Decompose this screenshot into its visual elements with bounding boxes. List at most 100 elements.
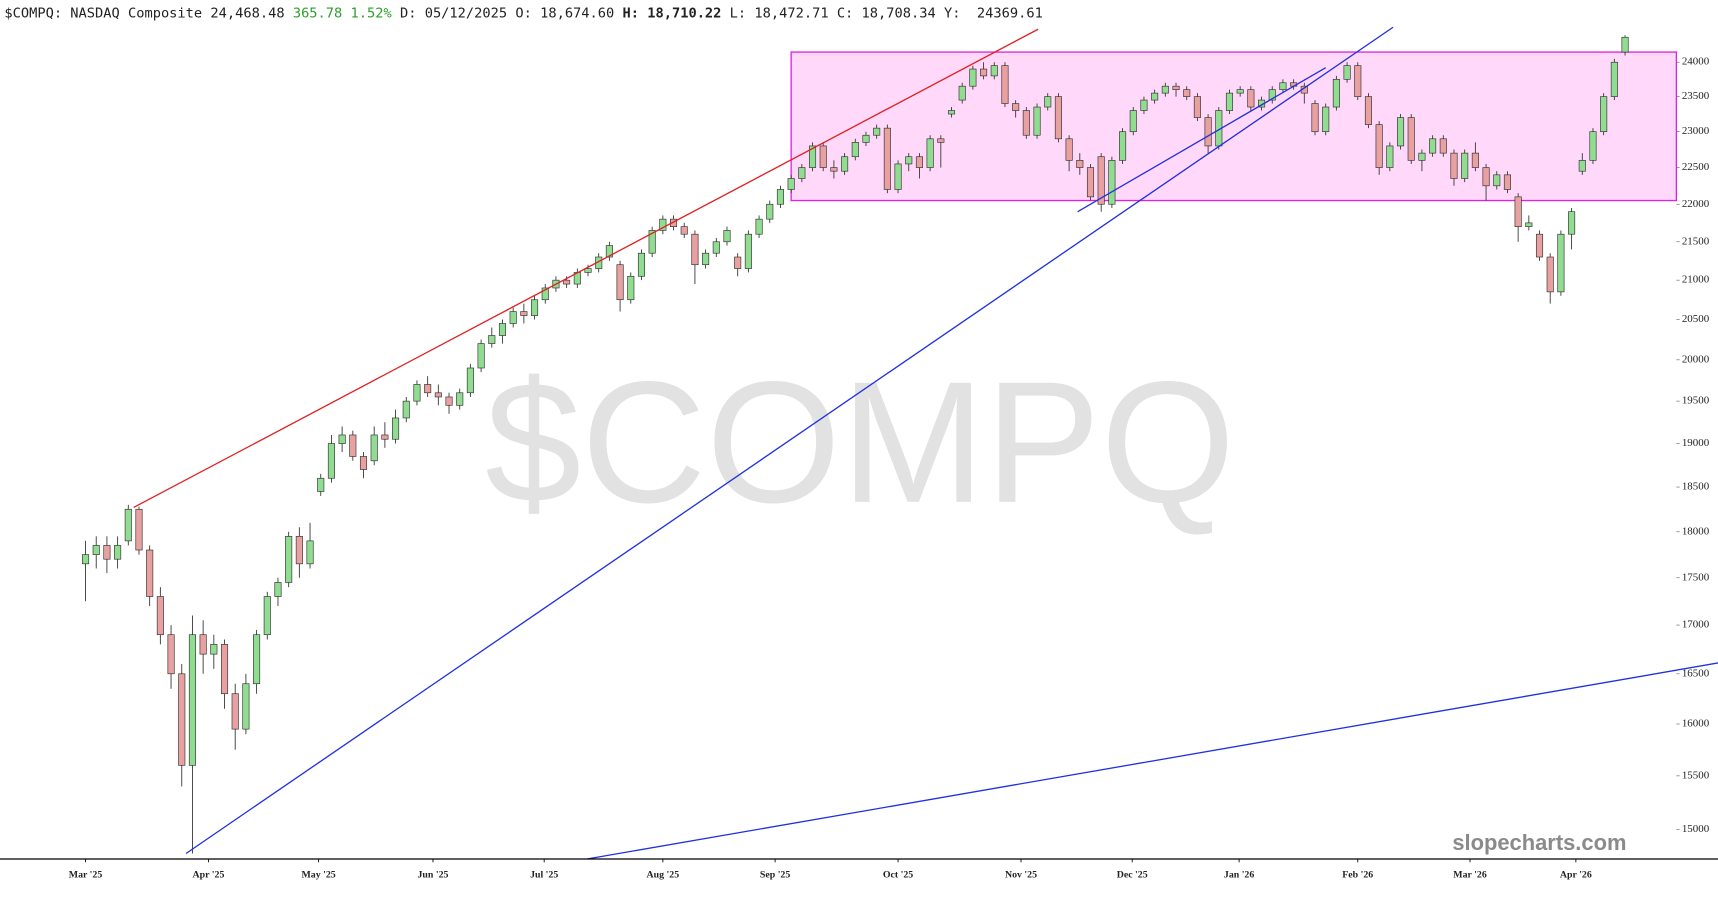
candle-body — [1461, 152, 1469, 179]
y-tick-label: 17500 — [1682, 571, 1710, 583]
last-price: 24,468.48 — [210, 6, 284, 22]
candle-body — [1600, 96, 1608, 133]
candle-body — [958, 85, 966, 101]
candle-body — [477, 343, 485, 369]
candle-body — [1044, 96, 1052, 108]
candle-body — [926, 138, 934, 168]
candle-body — [969, 68, 977, 87]
x-tick-label: Jan '26 — [1224, 870, 1254, 881]
x-tick-label: Apr '25 — [193, 870, 225, 881]
y-tick-label: 16500 — [1682, 667, 1710, 679]
candle-body — [712, 241, 720, 254]
candle-body — [637, 252, 646, 277]
candle-body — [274, 582, 282, 597]
watermark: $COMPQ — [485, 345, 1235, 539]
candle-body — [808, 145, 817, 168]
candle-body — [253, 634, 261, 685]
change: 365.78 — [293, 6, 342, 22]
x-tick-label: Jun '25 — [418, 870, 449, 881]
candle-body — [1076, 159, 1084, 168]
candle-body — [509, 311, 517, 324]
candle-body — [1471, 152, 1479, 168]
candle-body — [434, 392, 442, 398]
candle-body — [1119, 131, 1127, 161]
candle-body — [488, 335, 496, 344]
candle-body — [1161, 85, 1169, 94]
y-tick-label: 22000 — [1682, 198, 1710, 210]
x-tick-label: Feb '26 — [1342, 870, 1373, 881]
y-tick-label: 24000 — [1682, 56, 1710, 68]
candle-body — [349, 434, 357, 457]
candle-body — [980, 68, 988, 77]
candle-body — [563, 279, 571, 285]
candle-body — [787, 178, 795, 190]
y-tick-label: 15000 — [1682, 823, 1710, 835]
symbol: $COMPQ: NASDAQ Composite — [4, 6, 202, 22]
candle-body — [1482, 167, 1490, 187]
candle-body — [370, 434, 378, 462]
candle-body — [830, 167, 838, 172]
candle-body — [1343, 65, 1351, 80]
candle-body — [1204, 117, 1212, 147]
trendline — [133, 28, 1039, 509]
candle-body — [616, 264, 624, 301]
candle-body — [466, 367, 474, 394]
candle-body — [1375, 124, 1383, 168]
y-tick-label: 16000 — [1682, 718, 1710, 730]
candle-body — [1086, 167, 1095, 198]
candle-body — [1546, 256, 1554, 293]
candle-body — [1054, 96, 1062, 140]
candle-body — [402, 400, 410, 419]
x-tick-label: Jul '25 — [530, 870, 558, 881]
candle-body — [1108, 159, 1116, 205]
candle-body — [1568, 211, 1576, 235]
candle-body — [146, 549, 154, 597]
candle-body — [1525, 222, 1533, 227]
candle-body — [242, 683, 250, 730]
candle-body — [178, 673, 186, 766]
candle-body — [1396, 117, 1405, 147]
candle-body — [1332, 78, 1340, 108]
candle-body — [1268, 89, 1276, 101]
candle-body — [156, 596, 164, 636]
high: 18,710.22 — [647, 6, 721, 22]
x-tick-label: Sep '25 — [760, 870, 790, 881]
candle-body — [1311, 103, 1319, 133]
candle-body — [1097, 156, 1105, 205]
trendline — [586, 662, 1718, 860]
candle-body — [605, 245, 613, 258]
candle-body — [220, 644, 229, 695]
candle-body — [1503, 174, 1511, 190]
y-tick-label: 21500 — [1682, 235, 1710, 247]
candle-body — [338, 434, 346, 444]
marks-layer — [81, 26, 1718, 860]
y-tick-label: 19500 — [1682, 395, 1710, 407]
candle-body — [670, 218, 678, 227]
candle-body — [1578, 159, 1586, 172]
candle-body — [627, 275, 635, 301]
candle-body — [1129, 110, 1137, 133]
candle-body — [359, 456, 368, 470]
close: C: 18,708.34 — [837, 6, 936, 22]
candle-body — [456, 392, 464, 406]
candle-body — [381, 434, 389, 440]
candle-body — [1535, 233, 1544, 258]
candle-body — [392, 417, 400, 440]
candle-body — [744, 233, 752, 269]
y-tick-label: 18000 — [1682, 525, 1710, 537]
candle-body — [766, 203, 774, 220]
candle-body — [680, 226, 688, 235]
candle-body — [114, 545, 122, 560]
candle-body — [1012, 103, 1020, 111]
candle-body — [1621, 36, 1629, 53]
candle-body — [990, 65, 998, 77]
candle-body — [1033, 106, 1041, 136]
candle-body — [584, 268, 592, 273]
date: D: 05/12/2025 — [400, 6, 507, 22]
x-tick-label: Nov '25 — [1005, 870, 1037, 881]
candle-body — [413, 384, 421, 402]
candle-body — [1279, 82, 1287, 90]
high-label: H: — [623, 6, 639, 22]
y-tick-label: 15500 — [1682, 769, 1710, 781]
candle-body — [755, 218, 763, 235]
